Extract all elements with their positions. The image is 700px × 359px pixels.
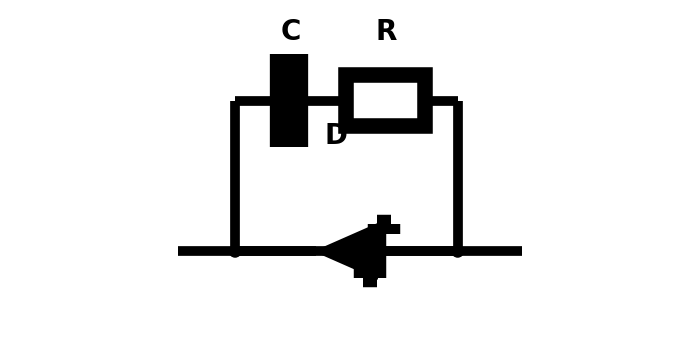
Text: D: D [324,122,347,150]
Text: C: C [281,18,301,46]
Bar [346,75,426,126]
Circle shape [452,246,463,257]
Text: R: R [375,18,397,46]
Polygon shape [316,224,377,278]
Circle shape [230,246,241,257]
